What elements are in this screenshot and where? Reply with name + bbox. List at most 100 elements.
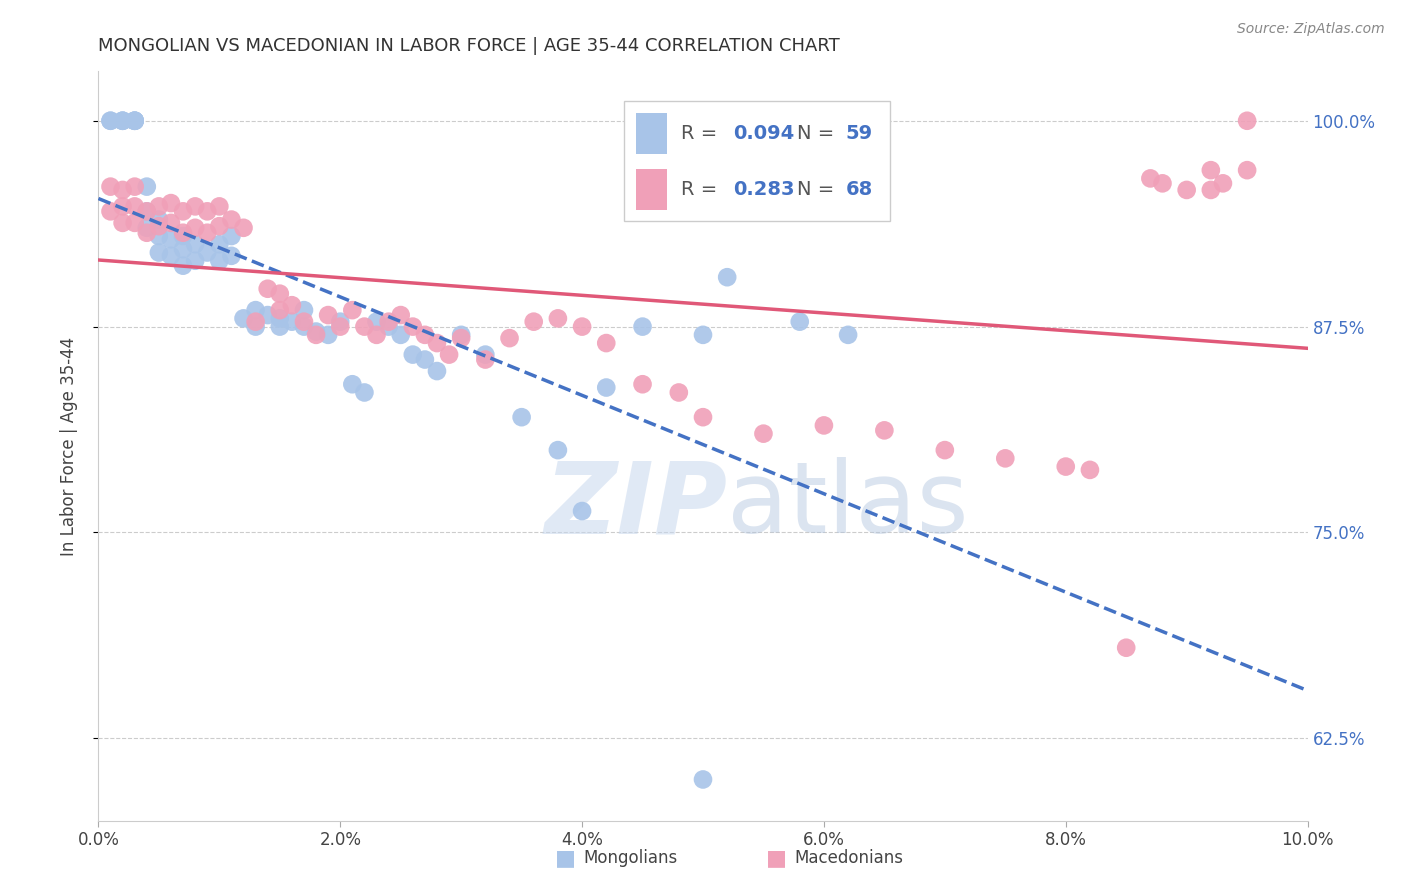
Text: ■: ■ xyxy=(766,848,787,868)
Point xyxy=(100,179,122,194)
Point xyxy=(1152,177,1174,191)
Point xyxy=(450,331,472,345)
Point xyxy=(195,226,218,240)
Point xyxy=(1212,177,1234,191)
Point xyxy=(245,319,267,334)
Point xyxy=(160,232,183,246)
Text: atlas: atlas xyxy=(727,458,969,555)
Point xyxy=(316,308,339,322)
Point xyxy=(111,216,134,230)
Point xyxy=(1139,171,1161,186)
Point xyxy=(329,315,352,329)
Point xyxy=(124,216,146,230)
Point xyxy=(353,385,375,400)
Text: 68: 68 xyxy=(845,180,873,199)
Point xyxy=(342,377,364,392)
Point xyxy=(111,113,134,128)
Point xyxy=(111,113,134,128)
Point xyxy=(221,229,243,244)
Point xyxy=(195,245,218,260)
Point xyxy=(232,220,254,235)
Point xyxy=(1175,183,1198,197)
Point xyxy=(184,199,207,213)
Point xyxy=(281,298,304,312)
Point xyxy=(135,226,157,240)
Point xyxy=(377,319,399,334)
Point xyxy=(221,212,243,227)
Point xyxy=(208,199,231,213)
Point xyxy=(631,377,654,392)
Point xyxy=(172,204,194,219)
Point xyxy=(135,179,157,194)
Point xyxy=(100,204,122,219)
Point xyxy=(281,315,304,329)
Point xyxy=(148,229,170,244)
Point xyxy=(1199,163,1222,178)
Point xyxy=(342,303,364,318)
Point xyxy=(595,336,617,351)
Point xyxy=(631,319,654,334)
Point xyxy=(135,204,157,219)
Text: ■: ■ xyxy=(555,848,576,868)
Point xyxy=(245,315,267,329)
Text: N =: N = xyxy=(797,180,841,199)
Point xyxy=(366,315,388,329)
Point xyxy=(1115,640,1137,655)
Point xyxy=(571,319,593,334)
Text: ZIP: ZIP xyxy=(544,458,727,555)
Point xyxy=(668,385,690,400)
Point xyxy=(111,113,134,128)
Point xyxy=(402,348,425,362)
Point xyxy=(813,418,835,433)
Point xyxy=(547,443,569,458)
Point xyxy=(426,364,449,378)
Point xyxy=(450,327,472,342)
Point xyxy=(160,196,183,211)
Point xyxy=(208,219,231,234)
Point xyxy=(172,226,194,240)
Point xyxy=(1078,463,1101,477)
Text: R =: R = xyxy=(682,180,724,199)
Point xyxy=(716,270,738,285)
Point xyxy=(305,327,328,342)
Point xyxy=(389,327,412,342)
Y-axis label: In Labor Force | Age 35-44: In Labor Force | Age 35-44 xyxy=(59,336,77,556)
Point xyxy=(329,319,352,334)
Point xyxy=(148,219,170,234)
Point xyxy=(692,772,714,787)
Text: Mongolians: Mongolians xyxy=(583,849,678,867)
Point xyxy=(353,319,375,334)
Text: N =: N = xyxy=(797,124,841,143)
Point xyxy=(474,352,496,367)
Point xyxy=(245,303,267,318)
Point xyxy=(221,249,243,263)
Point xyxy=(1199,183,1222,197)
Point xyxy=(184,237,207,252)
Point xyxy=(402,319,425,334)
Point xyxy=(316,327,339,342)
FancyBboxPatch shape xyxy=(624,102,890,221)
Point xyxy=(111,183,134,197)
Point xyxy=(269,286,291,301)
Point xyxy=(172,242,194,256)
Point xyxy=(135,220,157,235)
Text: 0.094: 0.094 xyxy=(734,124,794,143)
Text: 59: 59 xyxy=(845,124,873,143)
Point xyxy=(498,331,520,345)
Point xyxy=(111,199,134,213)
Point xyxy=(148,245,170,260)
Text: Macedonians: Macedonians xyxy=(794,849,904,867)
Point xyxy=(752,426,775,441)
Point xyxy=(873,423,896,437)
Point xyxy=(124,113,146,128)
Point xyxy=(100,113,122,128)
Point xyxy=(474,348,496,362)
Point xyxy=(1236,113,1258,128)
Point xyxy=(292,315,315,329)
Point xyxy=(413,327,436,342)
Point xyxy=(100,113,122,128)
Bar xyxy=(637,112,666,153)
Point xyxy=(160,216,183,230)
Point xyxy=(305,325,328,339)
Point xyxy=(269,319,291,334)
